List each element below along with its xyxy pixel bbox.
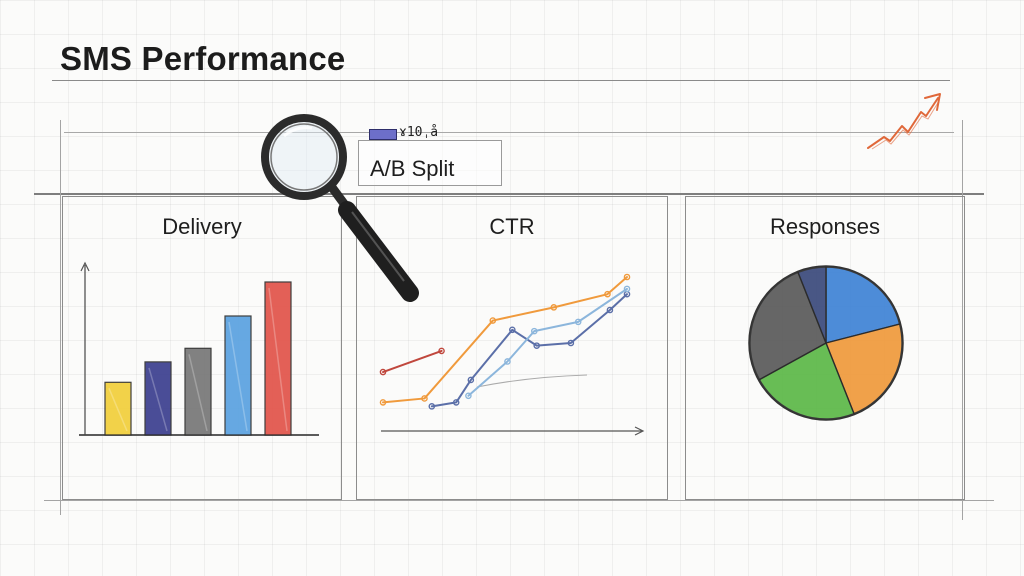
frame-line-right [962, 120, 963, 520]
ctr-point [530, 327, 538, 335]
ctr-series-line [382, 349, 443, 374]
ctr-point [604, 290, 611, 298]
ctr-point [504, 358, 511, 365]
ab-legend-text: ɤ10ˌå [399, 125, 439, 140]
ctr-point [567, 339, 575, 347]
responses-pie-slice [758, 342, 855, 420]
delivery-bar-chart [79, 261, 319, 436]
ctr-point [421, 395, 428, 402]
title-underline [52, 80, 950, 81]
ctr-point [623, 285, 631, 293]
ctr-line-chart [379, 273, 645, 436]
delivery-bar-hatch [228, 321, 248, 432]
ctr-point [623, 273, 631, 281]
ctr-point [574, 318, 582, 326]
delivery-bar [264, 281, 292, 436]
ctr-x-axis-arrow [634, 426, 645, 436]
frame-line-bottom [44, 500, 994, 501]
ab-legend-swatch [369, 129, 397, 140]
ctr-sketch-line [476, 374, 588, 388]
page-title: SMS Performance [60, 40, 346, 77]
responses-pie-outline [748, 265, 904, 421]
frame-line-left [60, 120, 61, 515]
ctr-point [606, 306, 614, 314]
responses-pie-slice [749, 271, 827, 381]
delivery-bar-hatch [148, 367, 168, 432]
ctr-point [489, 317, 497, 324]
top-band-rule [64, 132, 954, 133]
delivery-panel: Delivery [62, 196, 342, 500]
ctr-point [550, 304, 558, 311]
responses-pie-chart [748, 265, 904, 421]
responses-pie-slice [825, 266, 901, 344]
responses-pie-slice [797, 266, 827, 344]
delivery-bar [184, 347, 212, 436]
ab-split-box: A/B Split [358, 140, 502, 186]
ctr-point [452, 399, 460, 406]
header-rule [34, 193, 984, 195]
responses-title: Responses [769, 214, 881, 239]
delivery-y-axis-arrow [80, 261, 90, 272]
ctr-point [465, 392, 472, 400]
ctr-point [509, 326, 516, 334]
ctr-point [438, 347, 445, 355]
ctr-point [379, 399, 387, 406]
delivery-title: Delivery [162, 214, 242, 239]
ctr-panel: CTR [356, 196, 668, 500]
ctr-point [379, 368, 387, 376]
ctr-series-line [382, 276, 628, 404]
delivery-bar-hatch [268, 287, 288, 432]
ctr-title: CTR [489, 214, 535, 239]
ab-split-label: A/B Split [370, 156, 455, 181]
ctr-point [428, 403, 436, 410]
responses-panel: Responses [685, 196, 965, 500]
ctr-series-line [467, 287, 628, 397]
delivery-bar [144, 361, 172, 436]
delivery-bar-hatch [108, 388, 128, 432]
delivery-bar [104, 381, 132, 436]
ctr-point [533, 342, 541, 349]
responses-pie-slice [825, 323, 903, 415]
ctr-point [467, 376, 475, 384]
delivery-bar [224, 315, 252, 436]
ctr-series-line [430, 293, 628, 408]
delivery-bar-hatch [188, 354, 208, 432]
